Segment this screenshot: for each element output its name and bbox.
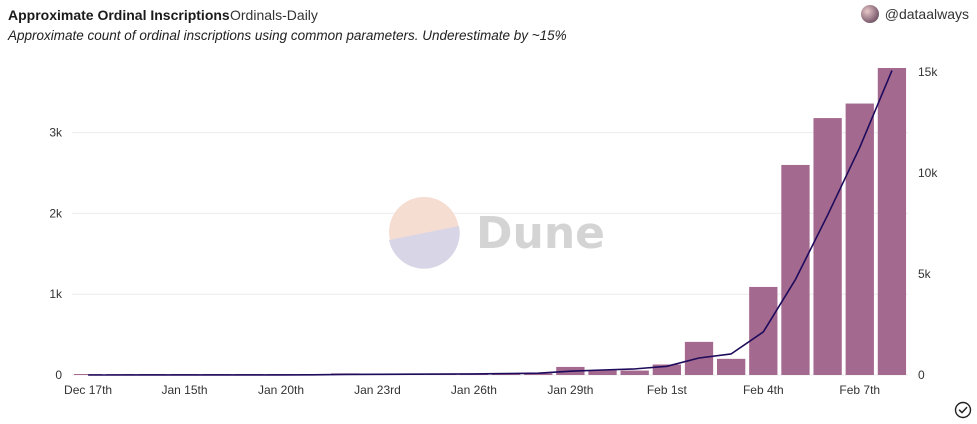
bar[interactable] <box>717 358 746 375</box>
y-left-tick-label: 2k <box>49 206 63 220</box>
x-tick-label: Jan 26th <box>451 383 497 397</box>
x-tick-label: Dec 17th <box>64 383 112 397</box>
chart-title: Approximate Ordinal Inscriptions <box>8 7 230 23</box>
cumulative-line[interactable] <box>88 70 893 376</box>
chart-canvas: Dune 0 1k 2k 3k 0 5k 10k 15k Dec 17th Jan 15th J… <box>49 65 938 397</box>
bar[interactable] <box>781 164 810 375</box>
check-circle-icon[interactable] <box>954 401 972 419</box>
bar[interactable] <box>845 103 874 375</box>
bar[interactable] <box>652 364 681 375</box>
author-link[interactable]: @dataalways <box>860 5 969 23</box>
y-axis-left: 0 1k 2k 3k <box>49 126 63 382</box>
y-left-tick-label: 0 <box>55 368 62 382</box>
x-tick-label: Feb 4th <box>743 383 784 397</box>
y-right-tick-label: 0 <box>918 368 925 382</box>
avatar <box>860 5 879 23</box>
y-left-tick-label: 3k <box>49 126 63 140</box>
bar[interactable] <box>813 118 842 375</box>
x-tick-label: Jan 23rd <box>354 383 401 397</box>
bar[interactable] <box>73 374 103 375</box>
query-name-link[interactable]: Ordinals-Daily <box>230 7 318 23</box>
bar[interactable] <box>620 370 649 375</box>
author-name: @dataalways <box>884 6 969 22</box>
line-series <box>88 70 893 376</box>
y-right-tick-label: 5k <box>918 267 932 281</box>
watermark-text: Dune <box>476 208 605 259</box>
x-axis: Dec 17th Jan 15th Jan 20th Jan 23rd Jan 26th… <box>64 383 880 397</box>
x-tick-label: Jan 29th <box>547 383 593 397</box>
watermark-logo-bottom <box>389 226 460 269</box>
x-tick-label: Jan 15th <box>162 383 208 397</box>
y-left-tick-label: 1k <box>49 287 63 301</box>
y-axis-right: 0 5k 10k 15k <box>918 65 938 382</box>
x-tick-label: Jan 20th <box>258 383 304 397</box>
bar[interactable] <box>524 373 553 375</box>
x-tick-label: Feb 1st <box>647 383 688 397</box>
bar[interactable] <box>877 68 907 375</box>
chart-header: Approximate Ordinal Inscriptions Ordinal… <box>8 5 969 27</box>
y-right-tick-label: 10k <box>918 166 938 180</box>
dune-watermark: Dune <box>389 197 605 269</box>
y-right-tick-label: 15k <box>918 65 938 79</box>
bar[interactable] <box>588 370 617 375</box>
x-tick-label: Feb 7th <box>839 383 880 397</box>
chart-description: Approximate count of ordinal inscription… <box>8 28 567 43</box>
